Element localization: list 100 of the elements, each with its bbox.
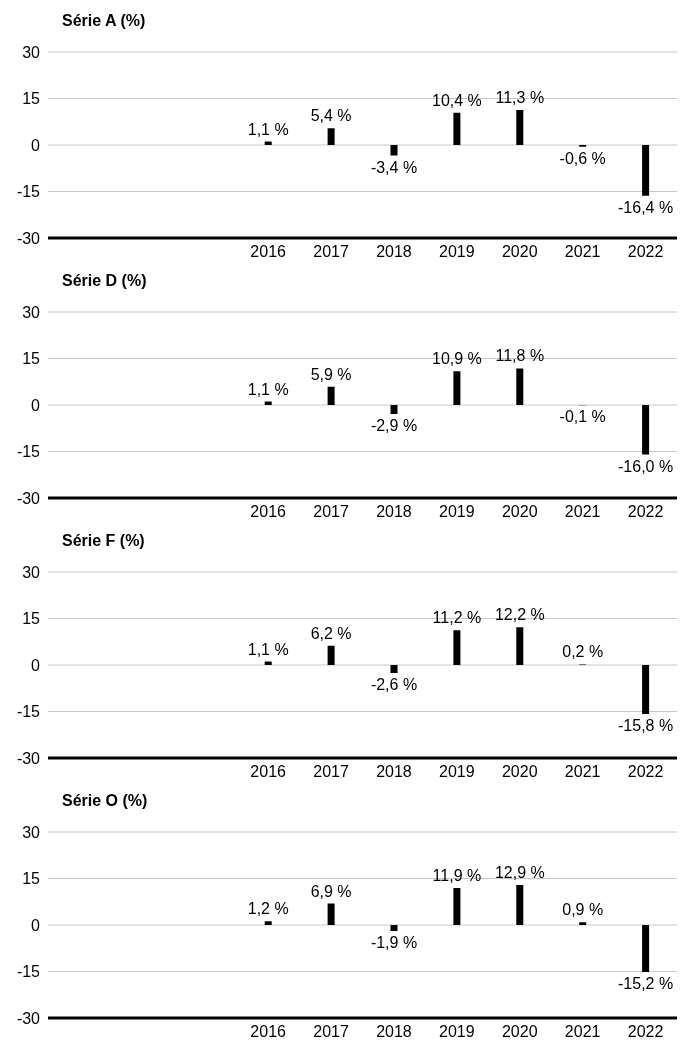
data-label: -2,9 % [370,416,418,434]
data-label: -1,9 % [370,933,418,951]
x-tick-label: 2018 [376,243,412,261]
x-tick-label: 2017 [313,503,349,521]
data-label: 6,9 % [310,882,352,900]
y-tick-label: 30 [22,563,41,581]
y-tick-label: 0 [31,396,41,414]
data-label: 11,8 % [495,347,545,365]
bar [642,145,650,196]
data-label: 10,4 % [431,91,482,109]
x-tick-label: 2016 [250,1023,287,1041]
data-label: 0,2 % [562,643,604,661]
bar [453,371,461,405]
bar [516,368,524,405]
y-tick-label: 30 [22,43,41,61]
data-label: 5,9 % [310,365,352,383]
y-tick-label: 30 [22,823,41,841]
bar [516,627,524,665]
y-tick-label: -15 [16,703,41,721]
bar [516,109,524,145]
bar [516,885,524,925]
data-label: -3,4 % [370,158,418,176]
x-tick-label: 2019 [439,503,475,521]
x-tick-label: 2017 [313,243,349,261]
x-tick-label: 2016 [250,243,287,261]
data-label: -15,8 % [618,716,674,734]
x-tick-label: 2017 [313,1023,349,1041]
x-tick-label: 2020 [501,763,538,781]
chart-title: Série F (%) [62,532,145,550]
x-tick-label: 2022 [627,503,664,521]
x-tick-label: 2021 [564,1023,601,1041]
bar [390,405,398,414]
bar [390,925,398,931]
y-tick-label: 15 [22,870,41,888]
bar [327,903,335,925]
y-tick-label: 30 [22,303,41,321]
bar [390,145,398,156]
data-label: 12,2 % [494,606,545,624]
y-tick-label: -30 [16,489,41,507]
data-label: 12,9 % [494,864,545,882]
bar [264,921,272,925]
data-label: -0,6 % [559,149,606,167]
bar [642,665,650,714]
y-tick-label: 15 [22,350,41,368]
bar [453,630,461,665]
x-tick-label: 2018 [376,1023,412,1041]
chart-title: Série O (%) [62,792,148,810]
y-tick-label: 0 [31,916,41,934]
bar [579,922,587,925]
x-tick-label: 2020 [501,1023,538,1041]
x-tick-label: 2022 [627,1023,664,1041]
chart-title: Série A (%) [62,12,146,30]
data-label: 1,1 % [247,120,289,138]
y-tick-label: -30 [16,229,41,247]
x-tick-label: 2018 [376,503,412,521]
data-label: 1,1 % [247,640,289,658]
bar [642,405,650,455]
y-tick-label: -15 [16,963,41,981]
x-tick-label: 2022 [627,763,664,781]
x-tick-label: 2016 [250,503,287,521]
y-tick-label: -15 [16,443,41,461]
data-label: 5,4 % [310,107,352,125]
bar [453,888,461,925]
bar [327,645,335,665]
data-label: -16,0 % [618,457,674,475]
data-label: 10,9 % [431,350,482,368]
y-tick-label: 15 [22,90,41,108]
x-tick-label: 2020 [501,503,538,521]
bar [642,925,650,973]
data-label: 11,3 % [495,88,545,106]
x-tick-label: 2022 [627,243,664,261]
data-label: 11,2 % [432,609,482,627]
data-label: -15,2 % [618,975,674,993]
bar [453,112,461,145]
bar [327,386,335,405]
x-tick-label: 2020 [501,243,538,261]
y-tick-label: 0 [31,136,41,154]
data-label: -16,4 % [618,198,674,216]
x-tick-label: 2016 [250,763,287,781]
bar [327,128,335,145]
data-label: -2,6 % [370,676,418,694]
data-label: -0,1 % [559,408,606,426]
data-label: 0,9 % [562,901,604,919]
data-label: 11,9 % [432,867,482,885]
x-tick-label: 2021 [564,503,601,521]
y-tick-label: -15 [16,183,41,201]
x-tick-label: 2021 [564,243,601,261]
data-label: 6,2 % [310,624,352,642]
x-tick-label: 2019 [439,243,475,261]
chart-title: Série D (%) [62,272,147,290]
x-tick-label: 2017 [313,763,349,781]
y-tick-label: -30 [16,1009,41,1027]
data-label: 1,1 % [247,380,289,398]
y-tick-label: 15 [22,610,41,628]
x-tick-label: 2021 [564,763,601,781]
data-label: 1,2 % [247,900,289,918]
x-tick-label: 2019 [439,1023,475,1041]
y-tick-label: -30 [16,749,41,767]
x-tick-label: 2019 [439,763,475,781]
bar [390,665,398,674]
